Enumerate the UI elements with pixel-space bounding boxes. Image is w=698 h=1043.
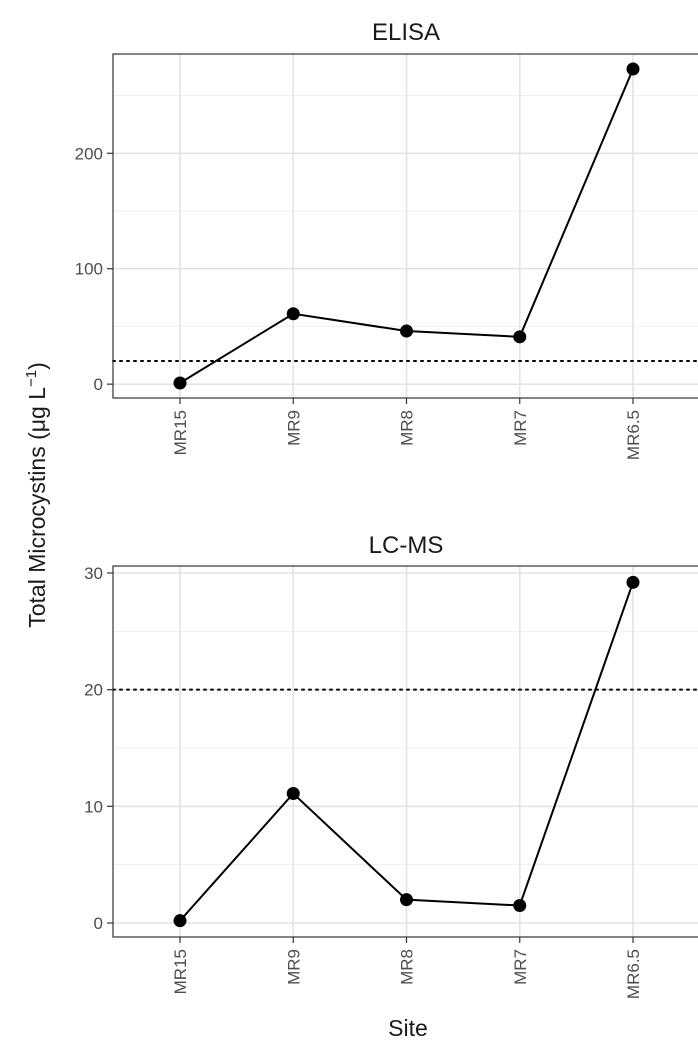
data-point-mr7 bbox=[513, 899, 527, 912]
y-tick-label-lc-ms: 0 bbox=[94, 914, 103, 933]
y-tick-label-elisa: 0 bbox=[94, 375, 103, 394]
panel-title-elisa: ELISA bbox=[372, 19, 440, 46]
elisa-panel: ELISA 0 100 200 MR15 MR9 MR8 MR7 MR6.5 bbox=[75, 19, 698, 460]
y-axis-elisa: 0 100 200 bbox=[75, 144, 113, 394]
gridlines-lcms bbox=[113, 566, 698, 937]
y-tick-label-lc-ms: 20 bbox=[84, 681, 103, 700]
x-axis-elisa: MR15 MR9 MR8 MR7 MR6.5 bbox=[171, 398, 643, 460]
x-tick-label-mr7: MR7 bbox=[511, 410, 530, 446]
x-tick-label-mr8: MR8 bbox=[398, 410, 417, 446]
x-tick-label-mr6-5: MR6.5 bbox=[624, 410, 643, 460]
data-point-mr15 bbox=[173, 914, 187, 928]
plot-area-elisa bbox=[113, 54, 698, 398]
data-point-mr15 bbox=[173, 376, 187, 390]
x-tick-label-mr15: MR15 bbox=[171, 949, 190, 994]
x-tick-label-mr9: MR9 bbox=[284, 949, 303, 985]
series-elisa bbox=[173, 62, 640, 390]
x-tick-label-mr9: MR9 bbox=[284, 410, 303, 446]
data-point-mr8 bbox=[400, 893, 413, 907]
x-tick-label-mr15: MR15 bbox=[171, 410, 190, 455]
plot-area-lcms bbox=[113, 566, 698, 937]
panel-title-lcms: LC-MS bbox=[369, 532, 444, 559]
data-point-mr7 bbox=[513, 330, 527, 344]
y-axis-title: Total Microcystins (μg L−1) bbox=[23, 362, 50, 628]
data-point-mr6-5 bbox=[626, 575, 640, 589]
y-tick-label-lc-ms: 30 bbox=[84, 564, 103, 583]
series-lcms bbox=[173, 575, 640, 928]
plot-border-elisa bbox=[112, 53, 698, 399]
x-tick-label-mr7: MR7 bbox=[511, 949, 530, 985]
plot-border-lcms bbox=[112, 565, 698, 938]
data-point-mr9 bbox=[286, 307, 300, 321]
x-tick-label-mr8: MR8 bbox=[398, 949, 417, 985]
x-axis-lcms: MR15 MR9 MR8 MR7 MR6.5 bbox=[171, 937, 643, 999]
lcms-panel: LC-MS 0 10 20 30 MR15 MR9 MR8 MR7 MR6.5 bbox=[84, 532, 698, 999]
x-axis-title: Site bbox=[388, 1015, 428, 1041]
y-tick-label-lc-ms: 10 bbox=[84, 797, 103, 816]
data-point-mr9 bbox=[286, 787, 300, 800]
y-axis-lcms: 0 10 20 30 bbox=[84, 564, 113, 933]
data-point-mr6-5 bbox=[626, 62, 640, 76]
x-tick-label-mr6-5: MR6.5 bbox=[624, 949, 643, 999]
y-tick-label-elisa: 100 bbox=[75, 260, 103, 279]
y-tick-label-elisa: 200 bbox=[75, 144, 103, 163]
data-point-mr8 bbox=[400, 324, 413, 338]
